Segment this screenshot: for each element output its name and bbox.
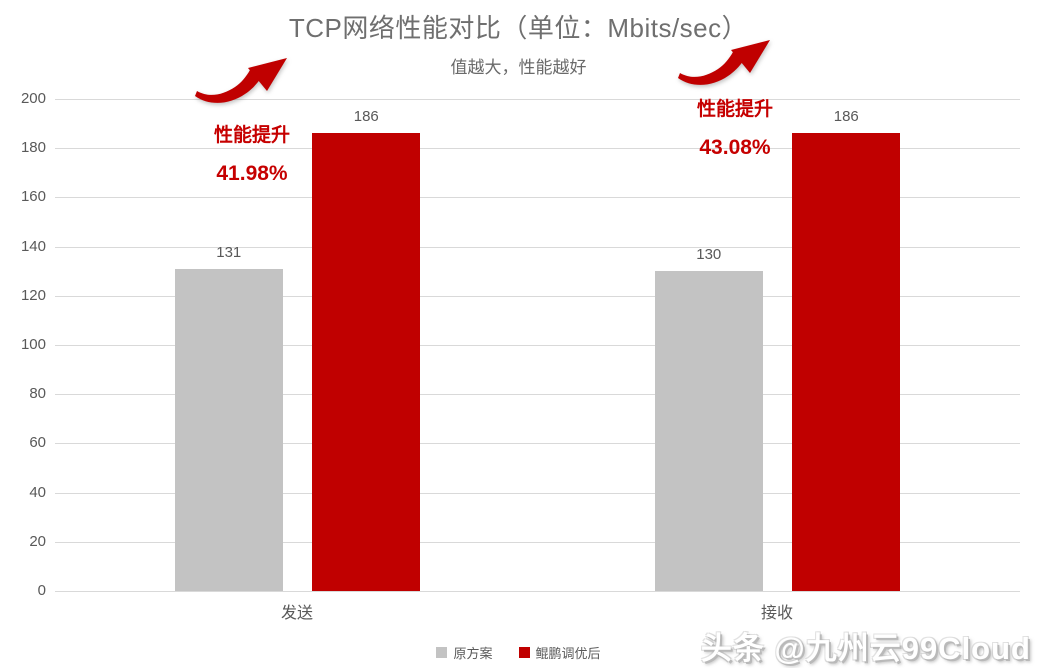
chart-title: TCP网络性能对比（单位：Mbits/sec） [288, 13, 749, 43]
gridline [55, 295, 1020, 297]
y-axis-tick-label: 80 [29, 385, 46, 403]
legend: 原方案 鲲鹏调优后 [0, 643, 1037, 662]
gridline [55, 492, 1020, 494]
legend-item-tuned: 鲲鹏调优后 [518, 643, 601, 662]
annotation-value: 41.98% [216, 162, 288, 185]
annotation-value: 43.08% [699, 136, 771, 159]
x-axis-label-send: 发送 [280, 605, 313, 622]
gridline [55, 197, 1020, 199]
bar-tuned-receive [792, 133, 901, 591]
annotation-label: 性能提升 [213, 125, 290, 146]
y-axis-tick-label: 120 [20, 286, 46, 304]
y-axis-tick-label: 200 [20, 90, 46, 107]
y-axis-tick-label: 180 [20, 139, 46, 157]
legend-item-old: 原方案 [436, 643, 493, 662]
legend-label: 原方案 [453, 646, 493, 661]
gridline [55, 394, 1020, 396]
legend-swatch-gray [436, 647, 448, 658]
bar-old-send [174, 268, 283, 591]
watermark: 头条 @九州云99Cloud [700, 631, 1031, 666]
y-axis-tick-label: 0 [37, 582, 46, 599]
bar-value-label: 186 [353, 108, 379, 126]
gridline [55, 148, 1020, 150]
up-arrow-icon [195, 58, 287, 103]
bar-tuned-send [312, 133, 421, 591]
y-axis-tick-label: 40 [29, 483, 46, 501]
gridline [55, 345, 1020, 346]
gridline [55, 246, 1020, 248]
bar-old-receive [654, 271, 763, 591]
y-axis-tick-label: 160 [20, 188, 46, 206]
x-axis-label-receive: 接收 [760, 605, 793, 622]
y-axis-tick-label: 60 [29, 434, 46, 452]
chart-subtitle: 值越大，性能越好 [450, 58, 587, 77]
bar-value-label: 130 [696, 246, 722, 264]
bar-value-label: 131 [216, 243, 242, 261]
y-axis-tick-label: 100 [20, 336, 46, 353]
gridline [55, 541, 1020, 543]
gridline [55, 443, 1020, 445]
bar-value-label: 186 [833, 108, 859, 126]
legend-label: 鲲鹏调优后 [535, 646, 601, 661]
y-axis-tick-label: 20 [29, 532, 46, 550]
y-axis-tick-label: 140 [20, 237, 46, 255]
up-arrow-icon [678, 40, 770, 85]
annotation-label: 性能提升 [696, 99, 773, 120]
gridline [55, 591, 1020, 592]
gridline [55, 99, 1020, 100]
legend-swatch-red [518, 647, 530, 658]
annotation-send: 性能提升 41.98% [177, 125, 327, 186]
annotation-receive: 性能提升 43.08% [660, 99, 810, 160]
